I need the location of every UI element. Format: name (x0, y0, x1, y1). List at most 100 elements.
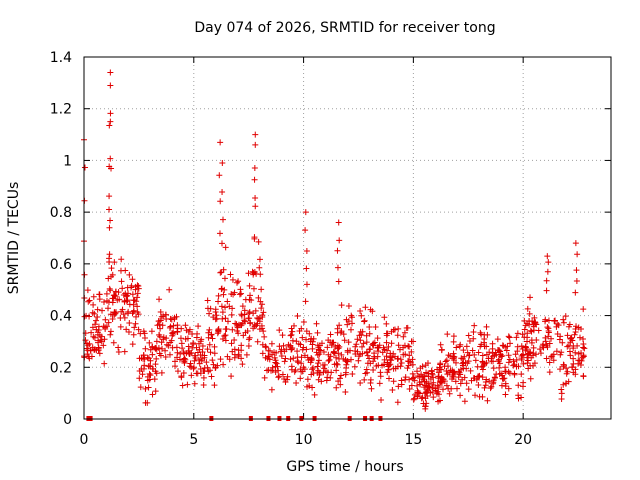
data-point (241, 307, 248, 314)
data-point (117, 314, 124, 321)
data-point (476, 393, 483, 400)
data-point (406, 385, 413, 392)
data-point (430, 394, 437, 401)
x-tick-label: 5 (189, 432, 198, 448)
data-point (212, 308, 219, 315)
data-point (414, 368, 421, 375)
data-point (326, 356, 333, 363)
data-point (330, 349, 337, 356)
data-point (260, 309, 267, 316)
data-point (337, 381, 344, 388)
data-point (107, 217, 114, 224)
data-point (258, 286, 265, 293)
data-point (107, 328, 114, 335)
data-point (129, 291, 136, 298)
data-point (137, 330, 144, 337)
data-point (384, 369, 391, 376)
data-point (401, 329, 408, 336)
data-point (95, 339, 102, 346)
data-point (518, 355, 525, 362)
data-point (377, 369, 384, 376)
data-point (115, 349, 122, 356)
data-point (348, 356, 355, 363)
data-point (168, 337, 175, 344)
data-point (221, 333, 228, 340)
data-point (546, 340, 553, 347)
data-point (575, 324, 582, 331)
data-point (416, 379, 423, 386)
data-point (238, 355, 245, 362)
data-point (543, 342, 550, 349)
data-point (498, 382, 505, 389)
data-point (543, 287, 550, 294)
data-point (229, 305, 236, 312)
data-point (245, 336, 252, 343)
data-point (187, 360, 194, 367)
data-point (461, 398, 468, 405)
data-point (490, 358, 497, 365)
data-point (220, 361, 227, 368)
data-point (252, 131, 259, 138)
data-point (228, 340, 235, 347)
data-point (281, 358, 288, 365)
data-point (573, 323, 580, 330)
data-point (182, 356, 189, 363)
data-point (452, 378, 459, 385)
data-point (276, 327, 283, 334)
data-point (314, 342, 321, 349)
data-point (189, 330, 196, 337)
data-point (474, 373, 481, 380)
data-point (315, 357, 322, 364)
data-point (213, 312, 220, 319)
data-point (443, 382, 450, 389)
data-point (405, 362, 412, 369)
data-point (110, 339, 117, 346)
data-point (265, 366, 272, 373)
data-point (206, 326, 213, 333)
data-point (238, 347, 245, 354)
data-point (472, 392, 479, 399)
data-point (450, 373, 457, 380)
data-point (183, 350, 190, 357)
data-point (89, 344, 96, 351)
data-point (545, 329, 552, 336)
data-point (328, 342, 335, 349)
data-point (444, 363, 451, 370)
data-point (288, 346, 295, 353)
y-tick-label: 1.2 (50, 102, 72, 118)
data-point (128, 284, 135, 291)
data-point (180, 370, 187, 377)
data-point (166, 324, 173, 331)
data-point (261, 333, 268, 340)
data-point (550, 351, 557, 358)
data-point (315, 360, 322, 367)
data-point (526, 318, 533, 325)
data-point (417, 365, 424, 372)
data-point (257, 298, 264, 305)
data-point (246, 334, 253, 341)
data-point (152, 388, 159, 395)
data-point (410, 338, 417, 345)
data-point (500, 375, 507, 382)
data-point (217, 356, 224, 363)
data-point (389, 386, 396, 393)
data-point (563, 370, 570, 377)
data-point (450, 333, 457, 340)
data-point (185, 343, 192, 350)
data-point (188, 364, 195, 371)
data-point (106, 251, 113, 258)
data-point (216, 230, 223, 237)
data-point (345, 339, 352, 346)
data-point (93, 317, 100, 324)
data-point (113, 309, 120, 316)
data-point (302, 209, 309, 216)
data-point (238, 322, 245, 329)
data-point (269, 351, 276, 358)
data-point (125, 308, 132, 315)
data-point (550, 357, 557, 364)
data-point (527, 294, 534, 301)
data-point (316, 369, 323, 376)
data-point (297, 375, 304, 382)
data-point (437, 341, 444, 348)
data-point (349, 320, 356, 327)
